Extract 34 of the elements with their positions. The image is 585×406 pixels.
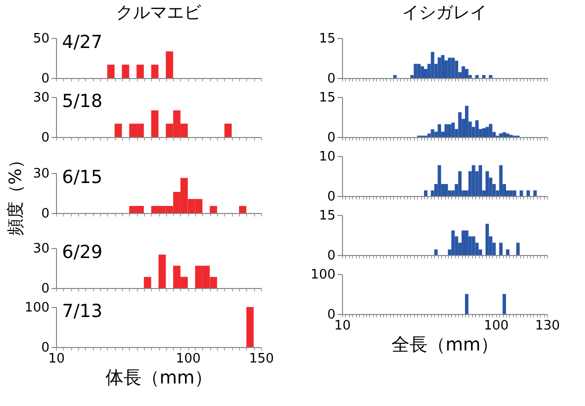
y-tick-label: 0 xyxy=(327,308,336,322)
x-axis-title: 体長（mm） xyxy=(105,368,213,388)
annotation: 5/18 xyxy=(62,91,102,112)
annotation: 6/15 xyxy=(62,167,102,188)
y-tick-label: 0 xyxy=(327,248,336,264)
y-tick-label: 100 xyxy=(310,268,336,282)
x-tick-label: 130 xyxy=(535,318,560,334)
y-tick-label: 15 xyxy=(318,32,336,46)
x-axis-title: 全長（mm） xyxy=(391,334,499,356)
x-tick-label: 100 xyxy=(176,352,201,366)
y-axis-title: 頻度（%） xyxy=(6,151,26,236)
y-tick-label: 15 xyxy=(318,208,336,224)
x-tick-label: 150 xyxy=(249,352,274,366)
y-tick-label: 15 xyxy=(318,90,336,106)
y-tick-label: 0 xyxy=(41,206,50,222)
y-tick-label: 0 xyxy=(41,340,50,356)
y-tick-label: 50 xyxy=(32,32,50,46)
annotation: 6/29 xyxy=(62,242,102,263)
y-tick-label: 100 xyxy=(24,300,50,316)
y-tick-label: 0 xyxy=(327,72,336,86)
y-tick-label: 0 xyxy=(41,130,50,146)
x-tick-label: 100 xyxy=(484,318,509,334)
y-tick-label: 0 xyxy=(327,190,336,204)
y-tick-label: 10 xyxy=(318,150,336,164)
y-tick-label: 30 xyxy=(32,90,50,106)
annotation: 4/27 xyxy=(62,32,102,53)
y-tick-label: 30 xyxy=(32,166,50,182)
chart-title: クルマエビ xyxy=(116,3,202,23)
y-tick-label: 30 xyxy=(32,242,50,256)
y-tick-label: 0 xyxy=(41,72,50,86)
y-tick-label: 0 xyxy=(327,130,336,146)
y-tick-label: 0 xyxy=(41,282,50,296)
annotation: 7/13 xyxy=(62,301,102,322)
chart-title: イシガレイ xyxy=(402,3,487,23)
